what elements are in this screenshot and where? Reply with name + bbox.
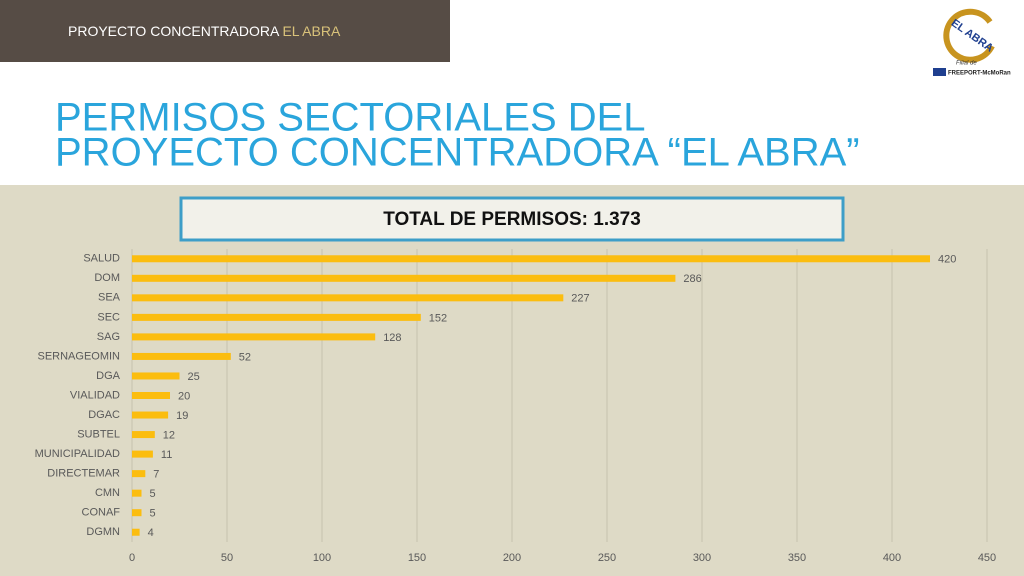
y-tick-label: CMN <box>95 487 120 499</box>
y-tick-label: DGA <box>96 370 121 382</box>
x-tick-label: 200 <box>503 552 521 564</box>
bar <box>132 352 231 360</box>
bar <box>132 313 421 321</box>
bar <box>132 528 140 536</box>
x-tick-label: 450 <box>978 552 996 564</box>
x-tick-label: 250 <box>598 552 616 564</box>
value-label: 4 <box>148 527 154 539</box>
total-text: TOTAL DE PERMISOS: 1.373 <box>383 209 641 230</box>
value-label: 5 <box>150 508 156 520</box>
bar <box>132 255 930 263</box>
title-line: PERMISOS SECTORIALES DEL <box>55 96 646 140</box>
value-label: 20 <box>178 390 190 402</box>
x-tick-label: 150 <box>408 552 426 564</box>
y-tick-label: SEA <box>98 292 121 304</box>
y-tick-label: VIALIDAD <box>70 389 120 401</box>
header-text: PROYECTO CONCENTRADORA EL ABRA <box>68 23 341 39</box>
value-label: 19 <box>176 410 188 422</box>
x-tick-label: 0 <box>129 552 135 564</box>
value-label: 5 <box>150 488 156 500</box>
logo-box <box>933 68 946 76</box>
header-bar <box>0 0 450 62</box>
value-label: 152 <box>429 312 447 324</box>
bar <box>132 509 142 517</box>
y-tick-label: CONAF <box>82 507 121 519</box>
bar <box>132 333 376 341</box>
total-box <box>179 196 845 242</box>
value-label: 7 <box>153 469 159 481</box>
x-tick-label: 100 <box>313 552 331 564</box>
bar <box>132 294 564 302</box>
bar <box>132 431 155 439</box>
bar <box>132 392 170 399</box>
bar <box>132 450 153 458</box>
value-label: 11 <box>161 449 172 461</box>
x-tick-label: 300 <box>693 552 711 564</box>
value-label: 227 <box>571 293 589 305</box>
logo-subsidiary: Filial de <box>956 61 977 67</box>
bar <box>132 274 676 282</box>
y-tick-label: DOM <box>94 272 120 284</box>
y-tick-label: DGAC <box>88 409 120 421</box>
bar <box>132 489 142 497</box>
logo-parent: FREEPORT-McMoRan <box>948 71 1011 77</box>
y-tick-label: DGMN <box>86 526 120 538</box>
y-tick-label: DIRECTEMAR <box>47 468 120 480</box>
header-highlight: EL ABRA <box>282 23 341 39</box>
y-tick-label: SERNAGEOMIN <box>37 350 120 362</box>
y-tick-label: SUBTEL <box>77 428 120 440</box>
y-tick-label: SALUD <box>83 253 120 265</box>
y-tick-label: SAG <box>97 331 120 343</box>
y-tick-label: SEC <box>97 311 120 323</box>
header-prefix: PROYECTO CONCENTRADORA <box>68 23 280 39</box>
value-label: 286 <box>683 273 701 285</box>
value-label: 52 <box>239 351 251 363</box>
bar <box>132 411 169 419</box>
x-tick-label: 400 <box>883 552 901 564</box>
value-label: 25 <box>188 371 200 383</box>
value-label: 12 <box>163 429 175 441</box>
bar <box>132 372 180 380</box>
y-tick-label: MUNICIPALIDAD <box>35 448 120 460</box>
x-tick-label: 350 <box>788 552 806 564</box>
logo-arc <box>943 8 995 63</box>
x-tick-label: 50 <box>221 552 233 564</box>
value-label: 420 <box>938 254 956 266</box>
title-line: PROYECTO CONCENTRADORA “EL ABRA” <box>55 131 860 175</box>
value-label: 128 <box>383 332 401 344</box>
bar <box>132 470 146 478</box>
